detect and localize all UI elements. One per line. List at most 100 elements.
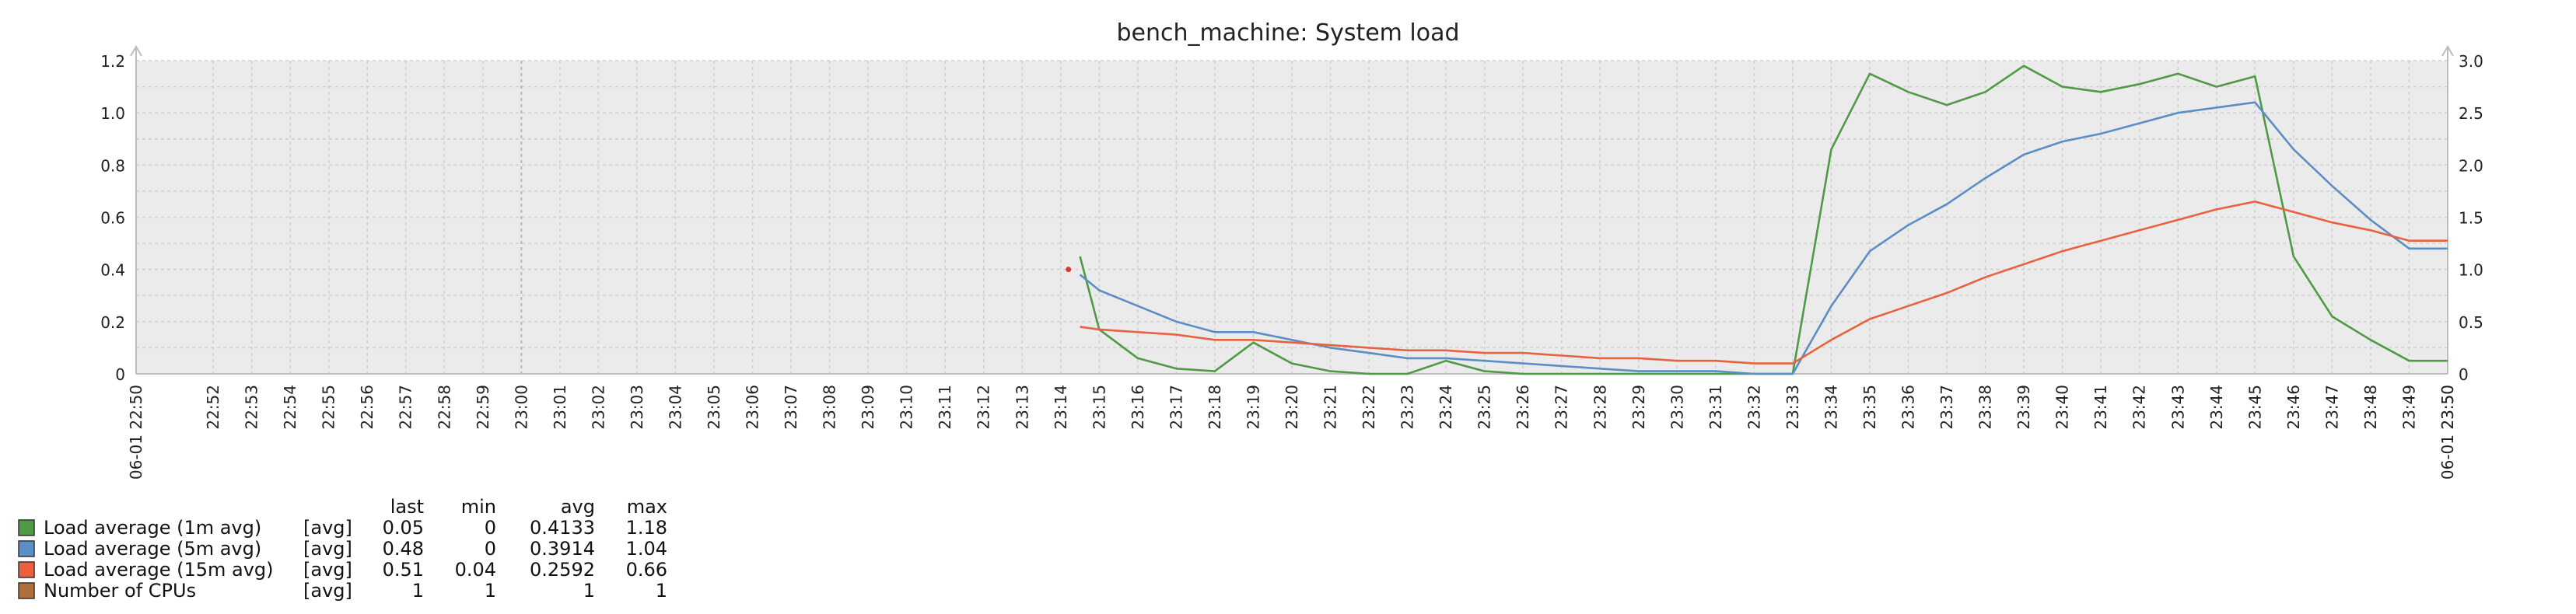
x-tick-label: 23:06 xyxy=(744,385,762,430)
legend-value-max: 1.04 xyxy=(626,538,667,560)
legend-func: [avg] xyxy=(303,559,352,581)
left-tick-label: 1.2 xyxy=(100,52,125,71)
x-tick-label: 23:24 xyxy=(1437,385,1455,430)
legend-value-max: 0.66 xyxy=(626,559,667,581)
x-tick-label: 22:55 xyxy=(320,385,338,430)
x-tick-label: 23:41 xyxy=(2091,385,2110,430)
legend-value-min: 0 xyxy=(485,538,496,560)
x-tick-label: 23:04 xyxy=(666,385,684,430)
legend-series-name: Load average (1m avg) xyxy=(44,517,261,539)
x-start-label: 06-01 22:50 xyxy=(127,385,145,480)
right-tick-label: 0.5 xyxy=(2459,313,2483,332)
axes: 0 0.2 0.4 0.6 0.8 1.0 1.2 0 0.5 1.0 1.5 2.0 2.5 3.0 xyxy=(100,45,2483,384)
grid-lines xyxy=(136,60,2448,375)
series-line xyxy=(1079,101,2448,375)
legend-header-min: min xyxy=(461,496,496,518)
legend: last min avg max Load average (1m avg) [avg] 0… xyxy=(18,496,667,602)
x-tick-label: 23:18 xyxy=(1206,385,1224,430)
legend-header-avg: avg xyxy=(561,496,595,518)
x-tick-label: 22:57 xyxy=(397,385,415,430)
legend-header-last: last xyxy=(390,496,424,518)
x-tick-label: 23:35 xyxy=(1860,385,1879,430)
legend-header-max: max xyxy=(627,496,667,518)
x-tick-label: 23:29 xyxy=(1629,385,1648,430)
x-tick-label: 23:32 xyxy=(1745,385,1763,430)
x-tick-label: 23:12 xyxy=(975,385,993,430)
left-tick-label: 1.0 xyxy=(100,104,125,123)
right-tick-label: 0 xyxy=(2459,365,2469,384)
x-tick-label: 23:03 xyxy=(628,385,646,430)
x-tick-label: 23:42 xyxy=(2130,385,2149,430)
x-tick-label: 23:47 xyxy=(2322,385,2341,430)
legend-value-avg: 0.4133 xyxy=(530,517,595,539)
left-tick-label: 0 xyxy=(115,365,125,384)
x-tick-label: 22:59 xyxy=(474,385,492,430)
x-tick-label: 22:58 xyxy=(435,385,453,430)
x-tick-label: 22:52 xyxy=(204,385,222,430)
x-tick-label: 23:23 xyxy=(1398,385,1417,430)
x-tick-label: 23:48 xyxy=(2361,385,2380,430)
legend-series-name: Load average (5m avg) xyxy=(44,538,261,560)
x-end-label: 06-01 23:50 xyxy=(2438,385,2457,480)
legend-swatch xyxy=(18,561,35,578)
x-tick-label: 23:10 xyxy=(898,385,916,430)
x-tick-label: 23:19 xyxy=(1244,385,1262,430)
left-tick-label: 0.2 xyxy=(100,313,125,332)
series-lines xyxy=(1066,65,2448,375)
right-tick-label: 2.5 xyxy=(2459,104,2483,123)
x-tick-label: 23:08 xyxy=(821,385,839,430)
series-line xyxy=(1080,201,2448,365)
legend-swatch xyxy=(18,519,35,536)
x-tick-label: 23:22 xyxy=(1360,385,1378,430)
chart-title: bench_machine: System load xyxy=(1116,19,1459,47)
legend-func: [avg] xyxy=(303,517,352,539)
x-tick-label: 23:02 xyxy=(589,385,607,430)
x-tick-label: 22:54 xyxy=(281,385,299,430)
x-tick-label: 23:25 xyxy=(1475,385,1494,430)
right-tick-label: 2.0 xyxy=(2459,156,2483,175)
legend-swatch xyxy=(18,582,35,599)
x-tick-label: 23:33 xyxy=(1783,385,1802,430)
x-tick-label: 22:53 xyxy=(243,385,261,430)
legend-value-avg: 1 xyxy=(583,580,595,602)
left-axis-arrow xyxy=(130,45,142,57)
x-tick-label: 23:27 xyxy=(1552,385,1571,430)
left-tick-label: 0.8 xyxy=(100,156,125,175)
x-tick-label: 23:50 xyxy=(2438,385,2457,430)
x-tick-label: 23:17 xyxy=(1167,385,1185,430)
legend-value-last: 0.51 xyxy=(383,559,424,581)
legend-value-last: 1 xyxy=(412,580,424,602)
x-tick-label: 23:09 xyxy=(859,385,877,430)
x-tick-label: 23:38 xyxy=(1976,385,1995,430)
x-tick-label: 23:46 xyxy=(2284,385,2303,430)
legend-func: [avg] xyxy=(303,538,352,560)
legend-value-avg: 0.3914 xyxy=(530,538,595,560)
x-tick-label: 23:00 xyxy=(512,385,530,430)
x-tick-label: 23:15 xyxy=(1090,385,1108,430)
left-tick-label: 0.4 xyxy=(100,261,125,280)
x-tick-label: 23:43 xyxy=(2168,385,2187,430)
legend-value-avg: 0.2592 xyxy=(530,559,595,581)
x-tick-label: 23:30 xyxy=(1668,385,1686,430)
legend-series-name: Number of CPUs xyxy=(44,580,196,602)
right-tick-label: 1.5 xyxy=(2459,209,2483,228)
right-tick-label: 1.0 xyxy=(2459,261,2483,280)
x-tick-label: 23:37 xyxy=(1937,385,1956,430)
x-tick-label: 23:36 xyxy=(1899,385,1918,430)
x-tick-label: 23:13 xyxy=(1013,385,1031,430)
x-tick-label: 23:16 xyxy=(1129,385,1147,430)
legend-value-min: 1 xyxy=(485,580,496,602)
x-tick-label: 23:05 xyxy=(705,385,723,430)
left-tick-label: 0.6 xyxy=(100,209,125,228)
x-tick-label: 23:44 xyxy=(2207,385,2226,430)
x-tick-label: 23:49 xyxy=(2399,385,2418,430)
legend-value-max: 1.18 xyxy=(626,517,667,539)
x-tick-label: 23:20 xyxy=(1283,385,1301,430)
x-tick-label: 23:39 xyxy=(2014,385,2033,430)
x-tick-label: 23:31 xyxy=(1706,385,1725,430)
x-tick-label: 23:28 xyxy=(1591,385,1609,430)
x-tick-label: 23:26 xyxy=(1514,385,1532,430)
legend-value-last: 0.05 xyxy=(383,517,424,539)
legend-value-min: 0 xyxy=(485,517,496,539)
